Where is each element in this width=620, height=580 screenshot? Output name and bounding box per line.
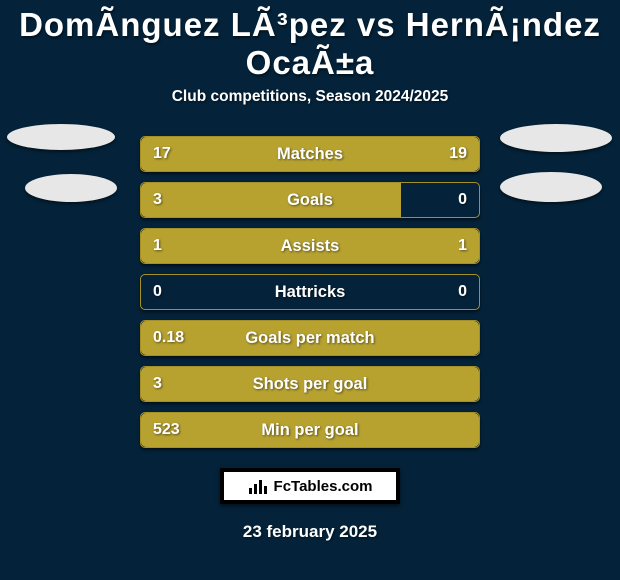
- stat-row: 523Min per goal: [140, 412, 480, 448]
- stat-row: 30Goals: [140, 182, 480, 218]
- comparison-card: DomÃ­nguez LÃ³pez vs HernÃ¡ndez OcaÃ±a C…: [0, 0, 620, 580]
- avatar-oval: [25, 174, 117, 202]
- stat-rows: 1719Matches 30Goals 11Assists 00Hattricks 0.…: [140, 136, 480, 448]
- brand-badge: FcTables.com: [220, 468, 400, 504]
- avatar-oval: [500, 124, 612, 152]
- stat-label: Hattricks: [141, 275, 479, 309]
- brand-text: FcTables.com: [274, 478, 373, 495]
- footer-date: 23 february 2025: [10, 522, 610, 542]
- stat-label: Goals: [141, 183, 479, 217]
- subtitle: Club competitions, Season 2024/2025: [10, 88, 610, 106]
- stat-label: Goals per match: [141, 321, 479, 355]
- stat-row: 11Assists: [140, 228, 480, 264]
- stat-label: Shots per goal: [141, 367, 479, 401]
- stat-row: 1719Matches: [140, 136, 480, 172]
- stat-row: 3Shots per goal: [140, 366, 480, 402]
- stat-label: Min per goal: [141, 413, 479, 447]
- page-title: DomÃ­nguez LÃ³pez vs HernÃ¡ndez OcaÃ±a: [10, 0, 610, 82]
- avatar-oval: [500, 172, 602, 202]
- stat-label: Assists: [141, 229, 479, 263]
- stat-label: Matches: [141, 137, 479, 171]
- stat-row: 00Hattricks: [140, 274, 480, 310]
- avatar-oval: [7, 124, 115, 150]
- brand-bars-icon: [248, 478, 268, 494]
- stat-row: 0.18Goals per match: [140, 320, 480, 356]
